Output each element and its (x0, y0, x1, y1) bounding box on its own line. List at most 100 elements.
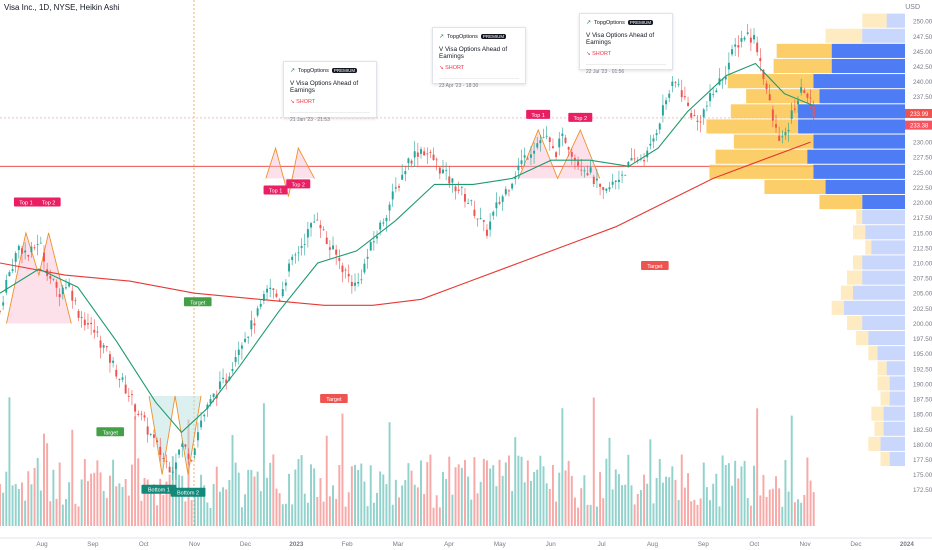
volume-bar (209, 507, 212, 526)
candle-body (542, 137, 545, 139)
candle-body (369, 241, 372, 251)
volume-bar (322, 501, 325, 526)
candle-body (225, 379, 228, 384)
candle-body (778, 135, 781, 141)
profile-up-bar (886, 361, 905, 376)
volume-bar (595, 506, 598, 526)
candle-body (347, 273, 350, 277)
price-axis[interactable]: 172.50 175.00 177.50 180.00 182.50 185.00 187.… (905, 19, 932, 495)
idea-card[interactable]: ↗ TopgOptions PREMIUM V Visa Options Ahead… (432, 27, 526, 89)
volume-bar (787, 491, 790, 526)
candle-body (806, 93, 809, 98)
volume-bar (705, 487, 708, 526)
candle-body (470, 200, 473, 202)
volume-bar (674, 479, 677, 526)
price-tick-label: 237.50 (913, 94, 932, 101)
volume-bar (624, 484, 627, 526)
volume-bar (127, 495, 130, 526)
time-tick-label: Apr (444, 541, 454, 548)
idea-card[interactable]: ↗ TopgOptions PREMIUM V Visa Options Ahead… (283, 61, 377, 123)
volume-bar (319, 478, 322, 526)
volume-bar (313, 468, 316, 526)
candle-body (501, 196, 504, 202)
volume-bar (350, 466, 353, 526)
profile-down-bar (865, 240, 872, 255)
idea-card[interactable]: ↗ TopgOptions PREMIUM V Visa Options Ahead… (579, 13, 673, 75)
volume-bar (627, 454, 630, 526)
candle-body (652, 138, 655, 142)
candle-body (448, 176, 451, 184)
candle-body (360, 279, 363, 281)
candle-body (14, 253, 17, 262)
volume-bar (621, 485, 624, 526)
candle-body (699, 121, 702, 123)
volume-bar (162, 494, 165, 526)
volume-bar (715, 473, 718, 526)
volume-bar (671, 466, 674, 526)
candle-body (30, 246, 33, 253)
volume-bar (24, 500, 27, 526)
candle-body (570, 152, 573, 157)
profile-up-bar (798, 119, 905, 134)
candle-body (86, 323, 89, 325)
price-tick-label: 227.50 (913, 155, 932, 162)
profile-down-bar (871, 406, 884, 421)
profile-down-bar (880, 391, 890, 406)
candle-body (561, 133, 564, 136)
candle-body (52, 278, 55, 280)
candle-body (555, 152, 558, 158)
candle-body (457, 189, 460, 191)
volume-bar (253, 476, 256, 526)
candle-body (65, 287, 67, 289)
candle-body (379, 222, 382, 230)
volume-bar (460, 467, 463, 526)
profile-up-bar (831, 58, 905, 74)
volume-bar (652, 503, 655, 526)
candle-body (460, 186, 463, 188)
candle-body (240, 345, 243, 349)
volume-bar (115, 486, 118, 526)
candle-body (438, 167, 441, 174)
volume-bar (539, 455, 542, 526)
candle-body (152, 434, 155, 438)
candle-body (768, 94, 771, 101)
volume-profile (706, 13, 905, 467)
profile-down-bar (764, 179, 826, 194)
candle-body (310, 223, 313, 228)
profile-down-bar (877, 376, 890, 391)
volume-bar (507, 455, 510, 526)
candle-body (577, 161, 580, 166)
time-tick-label: May (494, 541, 507, 548)
candle-body (595, 178, 598, 181)
price-tick-label: 222.50 (913, 185, 932, 192)
candle-body (174, 462, 177, 469)
candle-body (793, 108, 796, 110)
volume-bar (152, 484, 155, 526)
candle-body (105, 346, 108, 348)
volume-bar (599, 472, 602, 526)
candle-body (661, 105, 664, 116)
premium-badge: PREMIUM (627, 20, 654, 25)
candle-body (281, 289, 284, 297)
volume-bar (297, 459, 300, 526)
candle-body (800, 87, 803, 93)
volume-bar (504, 462, 507, 526)
candle-body (712, 93, 715, 95)
candle-body (558, 138, 561, 148)
candle-body (203, 414, 206, 417)
candle-body (737, 45, 740, 48)
candle-body (99, 340, 102, 348)
candle-body (171, 471, 174, 473)
time-axis[interactable]: Aug Sep Oct Nov Dec 2023 Feb Mar Apr May Jun Jul Aug… (0, 537, 932, 548)
volume-bar (17, 489, 20, 526)
candle-body (721, 79, 724, 81)
volume-bar (86, 481, 89, 526)
price-tick-label: 187.50 (913, 397, 932, 404)
candle-body (680, 90, 683, 98)
short-moving-average-line (0, 62, 814, 434)
profile-up-bar (883, 406, 905, 421)
candle-body (394, 187, 397, 189)
time-tick-label: Oct (139, 541, 149, 548)
candle-body (539, 140, 542, 144)
